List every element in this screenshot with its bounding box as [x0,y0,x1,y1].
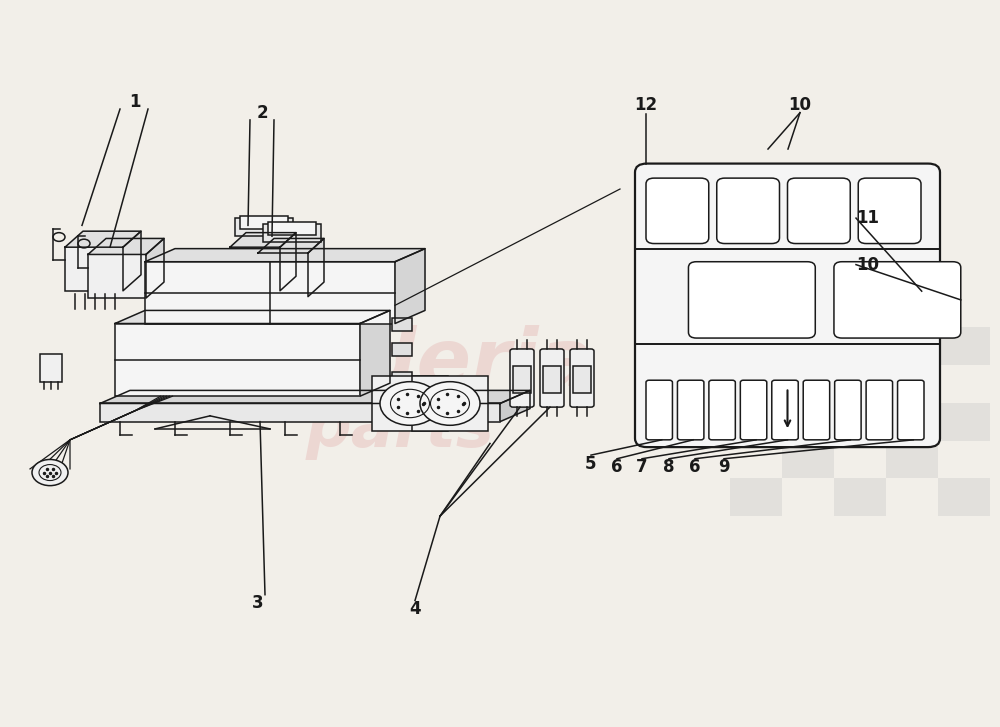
Bar [782,441,834,478]
Bar [268,222,316,235]
Circle shape [380,382,440,425]
Bar [258,253,308,297]
Bar [543,366,561,393]
FancyBboxPatch shape [788,178,850,244]
Bar [88,254,146,298]
FancyBboxPatch shape [677,380,704,440]
Bar [938,403,990,441]
FancyBboxPatch shape [688,262,815,338]
Text: 3: 3 [252,595,264,612]
Bar [240,216,288,229]
Text: 6: 6 [689,459,701,476]
Text: 10: 10 [788,96,812,113]
Text: 12: 12 [634,97,658,114]
Bar [40,354,62,382]
FancyBboxPatch shape [866,380,893,440]
Bar [782,365,834,403]
Bar [730,327,782,365]
Polygon shape [115,310,390,324]
Bar [412,376,488,431]
Text: 2: 2 [256,104,268,121]
Bar [730,478,782,516]
FancyBboxPatch shape [834,262,961,338]
Polygon shape [258,238,324,253]
Text: 9: 9 [718,459,730,476]
Polygon shape [100,390,530,403]
FancyBboxPatch shape [717,178,780,244]
Bar [392,343,412,356]
Bar [782,289,834,327]
Polygon shape [145,249,425,262]
Bar [513,366,531,393]
Bar [938,478,990,516]
Bar [115,324,360,396]
Polygon shape [230,233,296,247]
Bar [230,247,280,291]
Text: 6: 6 [611,459,623,476]
Polygon shape [360,310,390,396]
Bar [886,441,938,478]
FancyBboxPatch shape [835,380,861,440]
FancyBboxPatch shape [858,178,921,244]
Bar [730,403,782,441]
Bar [100,403,500,422]
Bar [834,403,886,441]
Text: 11: 11 [856,209,880,227]
Bar [65,247,123,291]
FancyBboxPatch shape [709,380,735,440]
Text: 7: 7 [636,459,648,476]
Polygon shape [65,231,141,247]
Circle shape [420,382,480,425]
Bar [834,478,886,516]
FancyBboxPatch shape [803,380,830,440]
Bar [372,376,448,431]
Bar [573,366,591,393]
FancyBboxPatch shape [570,349,594,407]
Bar [886,289,938,327]
Polygon shape [280,233,296,291]
Bar [263,224,321,242]
Text: scuderia: scuderia [207,324,593,403]
Text: 5: 5 [585,455,597,473]
FancyBboxPatch shape [772,380,798,440]
Bar [834,327,886,365]
Polygon shape [146,238,164,298]
Bar [886,365,938,403]
Text: parts: parts [306,398,494,460]
FancyBboxPatch shape [646,178,709,244]
FancyBboxPatch shape [646,380,672,440]
FancyBboxPatch shape [898,380,924,440]
Bar [938,327,990,365]
Polygon shape [88,238,164,254]
Bar [392,372,412,385]
Polygon shape [308,238,324,297]
FancyBboxPatch shape [510,349,534,407]
Bar [235,218,293,236]
FancyBboxPatch shape [740,380,767,440]
FancyBboxPatch shape [635,164,940,447]
Circle shape [32,459,68,486]
Polygon shape [500,390,530,422]
Text: 10: 10 [856,256,880,273]
Text: 4: 4 [409,601,421,618]
Text: 1: 1 [129,93,141,111]
Bar [145,262,395,324]
FancyBboxPatch shape [540,349,564,407]
Polygon shape [395,249,425,324]
Text: 8: 8 [663,459,675,476]
Polygon shape [123,231,141,291]
Bar [392,318,412,331]
